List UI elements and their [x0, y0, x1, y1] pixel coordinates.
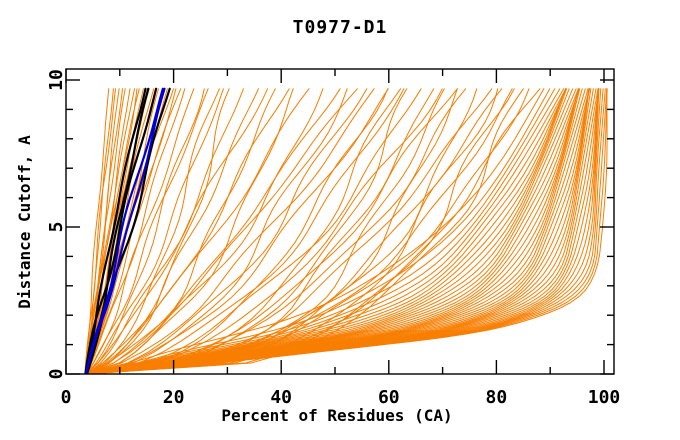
y-axis-label: Distance Cutoff, A — [15, 135, 34, 309]
y-tick-label: 0 — [46, 369, 67, 380]
model-curve — [86, 88, 290, 374]
y-tick-label: 10 — [46, 69, 67, 91]
model-curve — [87, 88, 561, 374]
model-curve — [84, 88, 541, 374]
model-curve — [89, 88, 608, 374]
model-curve — [84, 88, 368, 374]
model-curve — [85, 88, 259, 374]
model-curve — [84, 88, 116, 374]
model-curve — [85, 88, 401, 374]
model-curve — [86, 88, 341, 374]
model-curve — [85, 88, 348, 374]
axis-frame-layer — [65, 68, 615, 375]
model-curve — [87, 88, 567, 374]
curves-highlighted-blue — [84, 87, 166, 374]
model-curve — [86, 88, 513, 374]
x-tick-label: 100 — [588, 387, 621, 408]
model-curve — [88, 88, 579, 374]
model-curve — [85, 88, 358, 374]
model-curve — [84, 88, 408, 374]
model-curve — [85, 88, 503, 374]
model-curve — [86, 88, 493, 374]
model-curve — [85, 88, 220, 374]
model-curve — [85, 88, 195, 374]
highlighted-curve — [85, 87, 166, 374]
model-curve — [86, 88, 209, 374]
model-curve — [85, 88, 310, 374]
model-curve — [85, 88, 186, 374]
model-curve — [85, 88, 467, 374]
server-models-right-band — [87, 88, 608, 374]
plot-frame — [65, 68, 615, 375]
tick-labels-layer: 0 20 40 60 80 100 0 5 10 — [46, 69, 620, 408]
model-curve — [87, 88, 545, 374]
highlighted-curve — [84, 87, 158, 374]
curves-layer — [84, 87, 608, 374]
model-curve — [84, 88, 205, 374]
x-tick-label: 20 — [163, 387, 185, 408]
model-curve — [84, 88, 478, 374]
model-curve — [85, 88, 405, 374]
model-curve — [86, 88, 422, 374]
model-curve — [87, 88, 566, 374]
model-curve — [88, 88, 577, 374]
x-axis-label: Percent of Residues (CA) — [221, 406, 452, 425]
model-curve — [87, 88, 567, 374]
x-tick-label: 0 — [61, 387, 72, 408]
model-curve — [85, 88, 375, 374]
x-tick-label: 40 — [270, 387, 292, 408]
model-curve — [85, 88, 443, 374]
x-tick-label: 60 — [378, 387, 400, 408]
model-curve — [84, 88, 131, 374]
model-curve — [85, 88, 499, 374]
model-curve — [85, 88, 268, 374]
model-curve — [85, 88, 530, 374]
model-curve — [84, 88, 515, 374]
y-tick-label: 5 — [46, 222, 67, 233]
highlighted-curve — [84, 87, 164, 374]
model-curve — [87, 88, 551, 374]
model-curve — [84, 88, 445, 374]
model-curve — [86, 88, 244, 374]
model-curve — [87, 88, 556, 374]
model-curve — [85, 88, 126, 374]
model-curve — [86, 88, 458, 374]
curves-server-models-left-steep — [84, 88, 140, 374]
model-curve — [84, 88, 324, 374]
model-curve — [85, 88, 224, 374]
model-curve — [84, 88, 230, 374]
model-curve — [86, 88, 389, 374]
model-curve — [85, 88, 524, 374]
model-curve — [85, 88, 458, 374]
x-tick-label: 80 — [486, 387, 508, 408]
plot-title: T0977-D1 — [293, 17, 388, 38]
model-curve — [84, 88, 123, 374]
curves-server-models-mid-fan — [84, 88, 368, 374]
curves-server-models-wide-fan — [84, 88, 541, 374]
